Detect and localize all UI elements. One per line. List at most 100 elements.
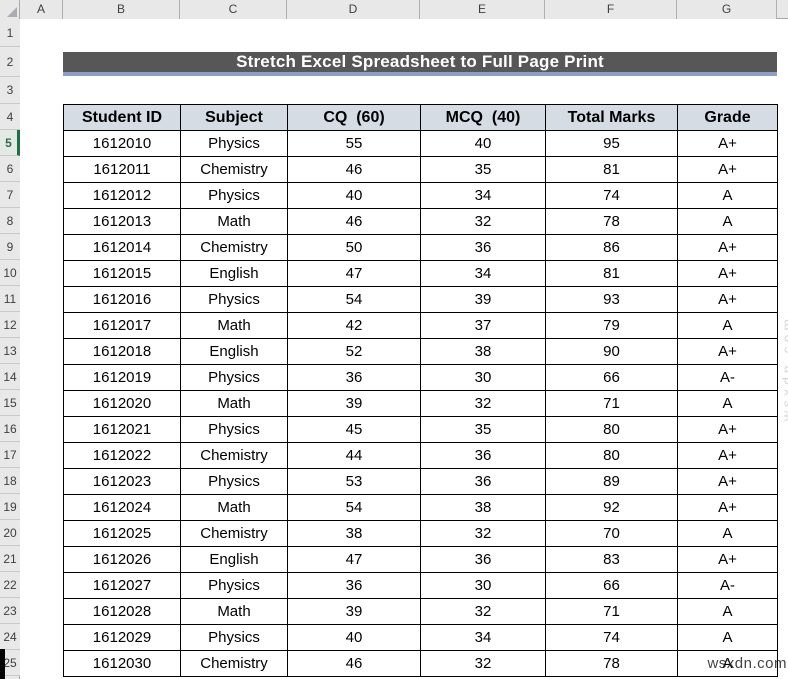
table-cell[interactable]: 1612020 [63, 390, 181, 417]
table-cell[interactable]: A [677, 650, 778, 677]
table-cell[interactable]: A+ [677, 234, 778, 261]
table-cell[interactable]: 81 [545, 260, 678, 287]
table-cell[interactable]: 74 [545, 624, 678, 651]
table-cell[interactable]: 1612015 [63, 260, 181, 287]
table-cell[interactable]: 66 [545, 364, 678, 391]
table-cell[interactable]: 36 [420, 234, 546, 261]
table-cell[interactable]: 46 [287, 650, 421, 677]
table-cell[interactable]: 71 [545, 390, 678, 417]
table-cell[interactable]: 54 [287, 494, 421, 521]
table-cell[interactable]: 32 [420, 390, 546, 417]
row-header-11[interactable]: 11 [0, 286, 20, 312]
table-cell[interactable]: Physics [180, 572, 288, 599]
table-cell[interactable]: 1612029 [63, 624, 181, 651]
table-cell[interactable]: 40 [287, 182, 421, 209]
table-cell[interactable]: 1612014 [63, 234, 181, 261]
table-cell[interactable]: 38 [287, 520, 421, 547]
column-header-e[interactable]: E [420, 0, 545, 19]
table-cell[interactable]: 66 [545, 572, 678, 599]
table-cell[interactable]: A+ [677, 286, 778, 313]
table-cell[interactable]: 36 [420, 468, 546, 495]
table-cell[interactable]: 95 [545, 130, 678, 157]
table-cell[interactable]: 90 [545, 338, 678, 365]
table-cell[interactable]: 54 [287, 286, 421, 313]
table-cell[interactable]: 83 [545, 546, 678, 573]
table-cell[interactable]: A+ [677, 416, 778, 443]
table-cell[interactable]: 38 [420, 494, 546, 521]
table-cell[interactable]: 1612025 [63, 520, 181, 547]
row-header-4[interactable]: 4 [0, 104, 20, 130]
table-cell[interactable]: 1612026 [63, 546, 181, 573]
column-header-f[interactable]: F [545, 0, 677, 19]
table-cell[interactable]: 1612022 [63, 442, 181, 469]
table-cell[interactable]: A+ [677, 156, 778, 183]
table-cell[interactable]: 1612023 [63, 468, 181, 495]
table-cell[interactable]: 1612016 [63, 286, 181, 313]
row-header-2[interactable]: 2 [0, 47, 20, 77]
row-header-15[interactable]: 15 [0, 390, 20, 416]
table-cell[interactable]: Physics [180, 364, 288, 391]
row-header-17[interactable]: 17 [0, 442, 20, 468]
table-cell[interactable]: 1612028 [63, 598, 181, 625]
row-header-22[interactable]: 22 [0, 572, 20, 598]
table-cell[interactable]: 36 [287, 364, 421, 391]
table-header-cell[interactable]: Grade [677, 104, 778, 131]
table-cell[interactable]: A- [677, 364, 778, 391]
table-cell[interactable]: 35 [420, 416, 546, 443]
table-cell[interactable]: English [180, 260, 288, 287]
row-header-10[interactable]: 10 [0, 260, 20, 286]
table-cell[interactable]: Chemistry [180, 234, 288, 261]
table-cell[interactable]: Chemistry [180, 650, 288, 677]
table-cell[interactable]: 74 [545, 182, 678, 209]
table-cell[interactable]: 78 [545, 650, 678, 677]
table-cell[interactable]: 46 [287, 156, 421, 183]
table-cell[interactable]: 70 [545, 520, 678, 547]
table-cell[interactable]: 39 [420, 286, 546, 313]
table-cell[interactable]: Math [180, 312, 288, 339]
row-header-24[interactable]: 24 [0, 624, 20, 650]
row-header-14[interactable]: 14 [0, 364, 20, 390]
table-cell[interactable]: 1612013 [63, 208, 181, 235]
column-header-a[interactable]: A [20, 0, 63, 19]
table-cell[interactable]: Chemistry [180, 442, 288, 469]
table-cell[interactable]: 80 [545, 442, 678, 469]
table-cell[interactable]: 37 [420, 312, 546, 339]
table-cell[interactable]: 47 [287, 546, 421, 573]
column-header-c[interactable]: C [180, 0, 287, 19]
table-cell[interactable]: 79 [545, 312, 678, 339]
table-cell[interactable]: 1612021 [63, 416, 181, 443]
table-cell[interactable]: Physics [180, 286, 288, 313]
row-header-7[interactable]: 7 [0, 182, 20, 208]
table-cell[interactable]: 1612017 [63, 312, 181, 339]
table-cell[interactable]: 32 [420, 598, 546, 625]
table-cell[interactable]: 44 [287, 442, 421, 469]
table-cell[interactable]: 78 [545, 208, 678, 235]
table-cell[interactable]: 55 [287, 130, 421, 157]
table-header-cell[interactable]: Student ID [63, 104, 181, 131]
table-cell[interactable]: A+ [677, 442, 778, 469]
table-cell[interactable]: 38 [420, 338, 546, 365]
table-cell[interactable]: A+ [677, 546, 778, 573]
table-header-cell[interactable]: CQ (60) [287, 104, 421, 131]
table-cell[interactable]: 32 [420, 520, 546, 547]
table-cell[interactable]: 1612027 [63, 572, 181, 599]
row-header-20[interactable]: 20 [0, 520, 20, 546]
table-cell[interactable]: 42 [287, 312, 421, 339]
select-all-corner[interactable] [0, 0, 20, 19]
table-cell[interactable]: 36 [287, 572, 421, 599]
row-header-18[interactable]: 18 [0, 468, 20, 494]
row-header-23[interactable]: 23 [0, 598, 20, 624]
table-cell[interactable]: 50 [287, 234, 421, 261]
table-cell[interactable]: 1612024 [63, 494, 181, 521]
row-header-13[interactable]: 13 [0, 338, 20, 364]
table-cell[interactable]: 45 [287, 416, 421, 443]
table-cell[interactable]: English [180, 546, 288, 573]
table-cell[interactable]: 34 [420, 624, 546, 651]
table-cell[interactable]: Physics [180, 468, 288, 495]
table-cell[interactable]: A [677, 208, 778, 235]
table-cell[interactable]: 81 [545, 156, 678, 183]
table-cell[interactable]: A+ [677, 468, 778, 495]
table-cell[interactable]: 36 [420, 546, 546, 573]
table-cell[interactable]: Chemistry [180, 156, 288, 183]
table-cell[interactable]: Physics [180, 182, 288, 209]
